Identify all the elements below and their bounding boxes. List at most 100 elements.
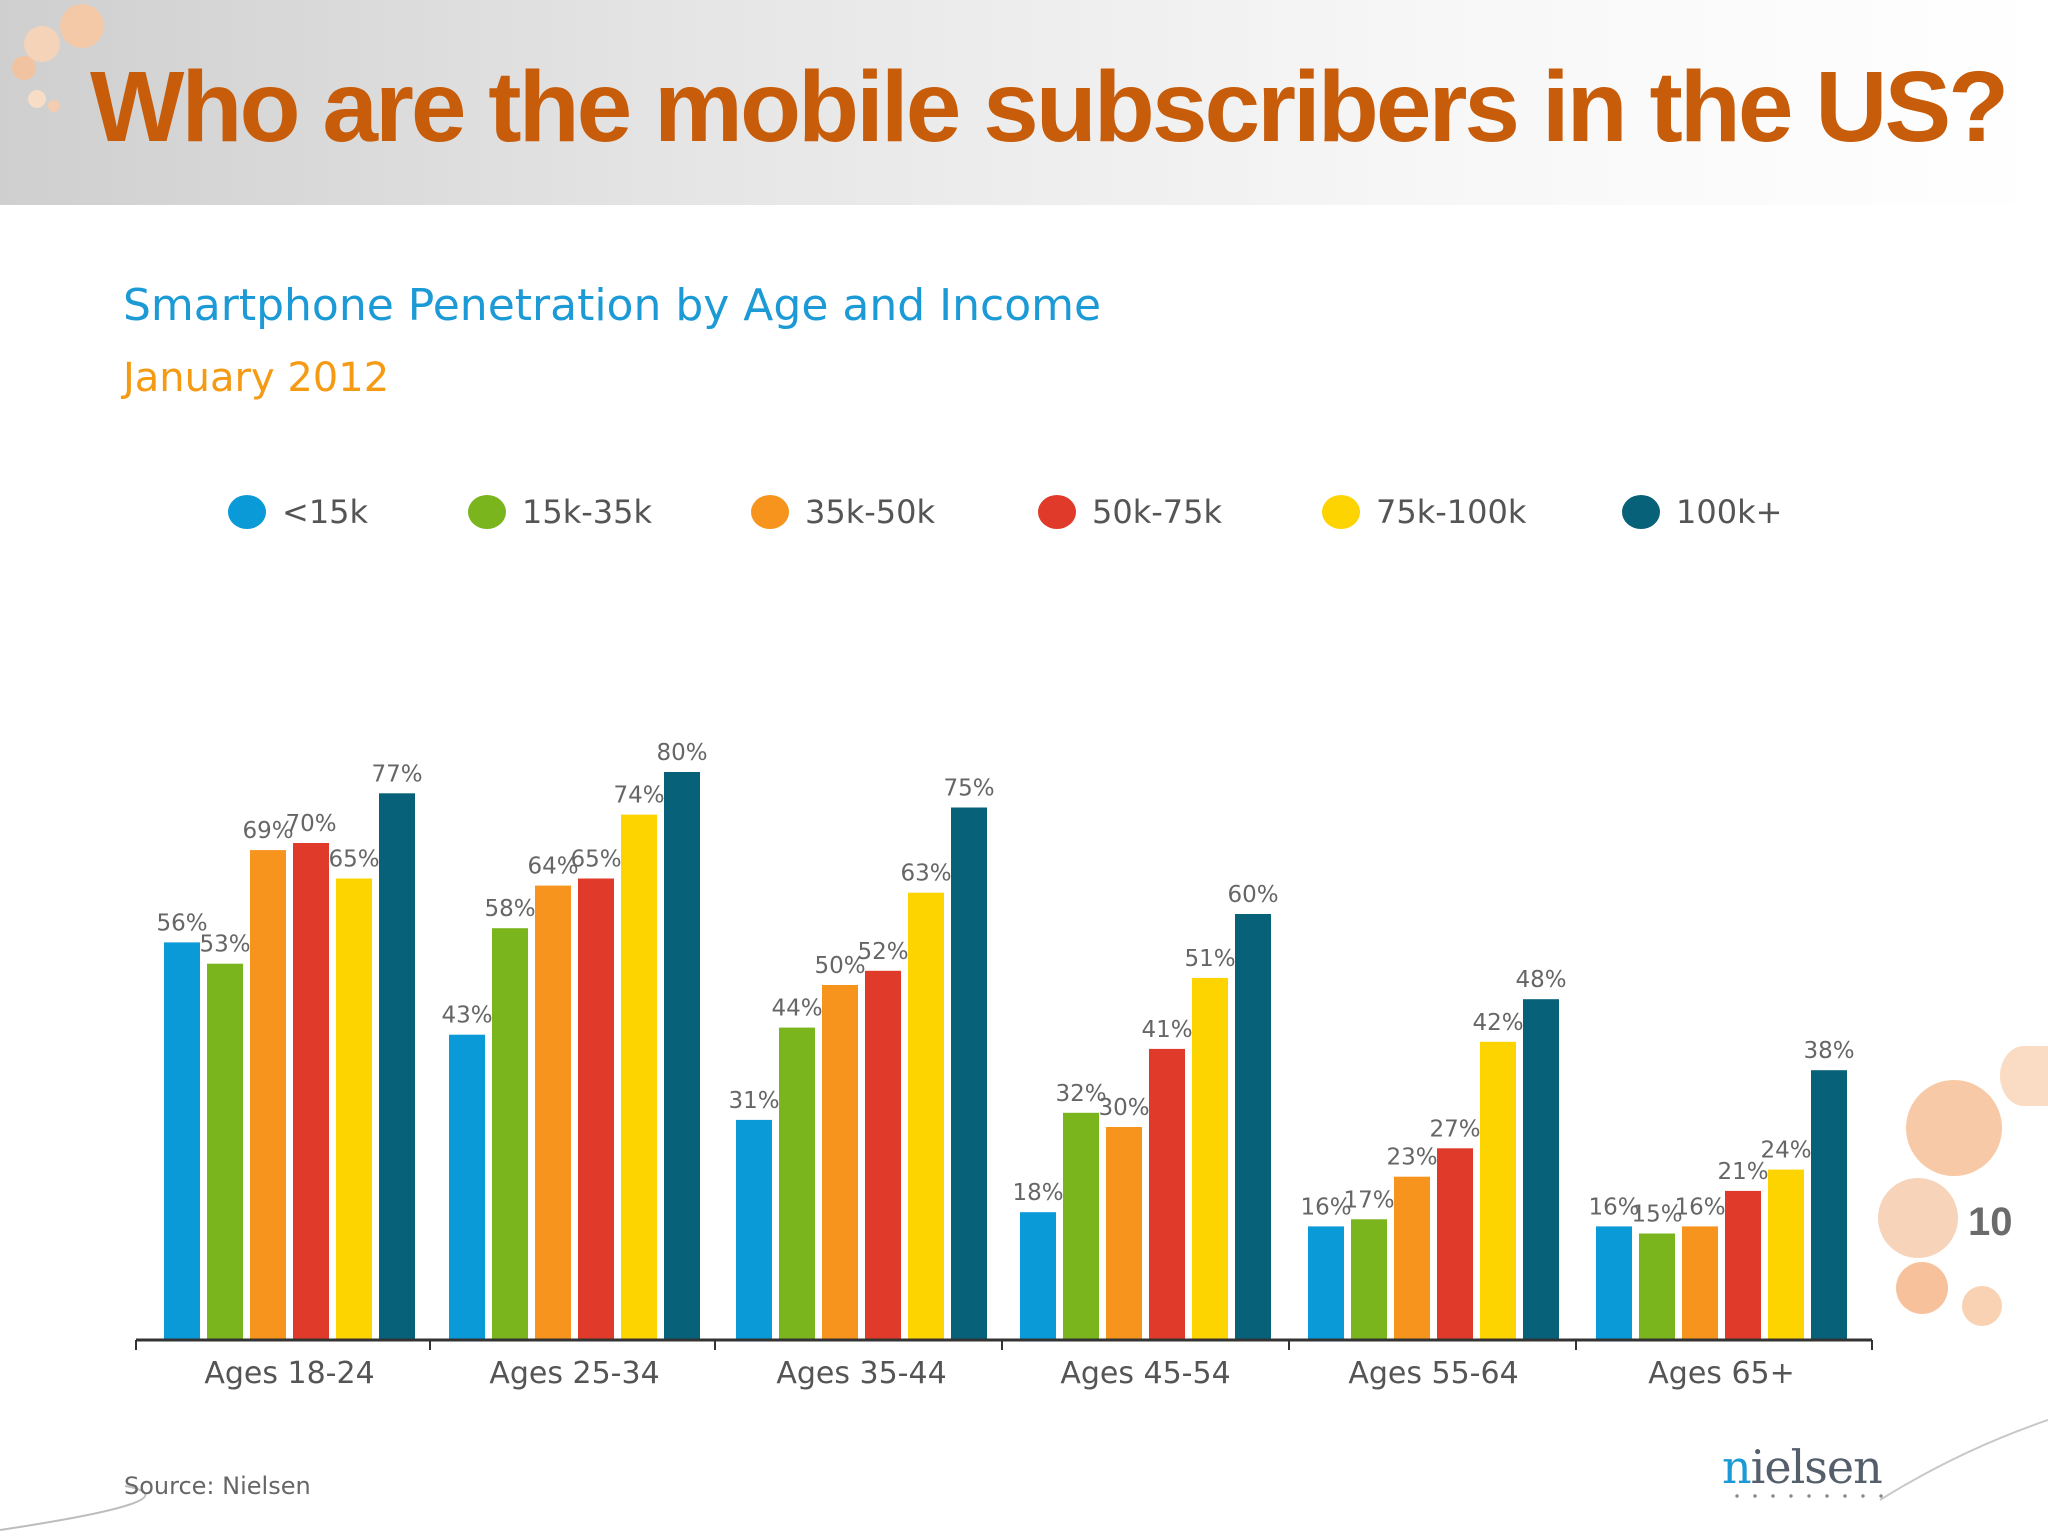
bar xyxy=(207,963,243,1340)
data-label: 18% xyxy=(1012,1180,1063,1206)
data-label: 16% xyxy=(1300,1194,1351,1220)
data-label: 60% xyxy=(1227,882,1278,908)
x-tick-label: Ages 18-24 xyxy=(204,1356,374,1391)
legend-item: 50k-75k xyxy=(1038,490,1222,534)
data-label: 80% xyxy=(656,740,707,766)
data-label: 58% xyxy=(484,896,535,922)
legend-label: 75k-100k xyxy=(1376,493,1527,531)
header-band xyxy=(0,0,2048,205)
data-label: 51% xyxy=(1184,946,1235,972)
bar xyxy=(1351,1219,1387,1340)
data-label: 77% xyxy=(371,761,422,787)
bar xyxy=(1192,977,1228,1340)
bar xyxy=(1768,1169,1804,1340)
bar xyxy=(736,1119,772,1340)
data-label: 17% xyxy=(1343,1187,1394,1213)
data-label: 24% xyxy=(1760,1138,1811,1164)
data-label: 32% xyxy=(1055,1081,1106,1107)
source-label: Source: Nielsen xyxy=(124,1472,311,1500)
data-label: 42% xyxy=(1472,1010,1523,1036)
bar xyxy=(250,850,286,1340)
bar xyxy=(664,772,700,1340)
data-label: 41% xyxy=(1141,1017,1192,1043)
data-label: 74% xyxy=(613,783,664,809)
bar xyxy=(492,928,528,1340)
decorative-circle xyxy=(1906,1080,2002,1176)
decorative-swoosh xyxy=(1879,1419,2048,1501)
data-label: 70% xyxy=(285,811,336,837)
chart-subtitle: January 2012 xyxy=(123,355,390,401)
x-tick-label: Ages 45-54 xyxy=(1060,1356,1230,1391)
chart-legend: <15k 15k-35k 35k-50k 50k-75k 75k-100k 10… xyxy=(0,490,2048,534)
decorative-circle xyxy=(2000,1046,2048,1106)
legend-label: <15k xyxy=(282,493,369,531)
legend-item: 75k-100k xyxy=(1322,490,1526,534)
bar xyxy=(1106,1127,1142,1340)
bar xyxy=(1149,1048,1185,1340)
bar xyxy=(578,878,614,1340)
bar xyxy=(1235,914,1271,1340)
legend-item: 100k+ xyxy=(1622,490,1782,534)
bar xyxy=(822,985,858,1340)
bar xyxy=(1523,999,1559,1340)
nielsen-logo: nielsen xyxy=(1722,1440,1883,1494)
data-label: 16% xyxy=(1674,1194,1725,1220)
data-label: 48% xyxy=(1515,967,1566,993)
bar xyxy=(293,843,329,1340)
x-tick-label: Ages 35-44 xyxy=(776,1356,946,1391)
data-label: 65% xyxy=(328,847,379,873)
bar xyxy=(1682,1226,1718,1340)
data-label: 52% xyxy=(857,939,908,965)
data-label: 44% xyxy=(771,996,822,1022)
bar xyxy=(1063,1112,1099,1340)
bar xyxy=(1725,1190,1761,1340)
data-label: 65% xyxy=(570,847,621,873)
bar xyxy=(908,892,944,1340)
slide-title: Who are the mobile subscribers in the US… xyxy=(90,51,2009,163)
bar xyxy=(449,1034,485,1340)
decorative-circle xyxy=(24,26,60,62)
data-label: 64% xyxy=(527,854,578,880)
x-tick-label: Ages 65+ xyxy=(1648,1356,1795,1391)
legend-label: 100k+ xyxy=(1676,493,1783,531)
legend-label: 35k-50k xyxy=(805,493,936,531)
legend-swatch-icon xyxy=(468,495,506,529)
legend-swatch-icon xyxy=(1322,495,1360,529)
bar xyxy=(1020,1212,1056,1340)
bar xyxy=(865,970,901,1340)
x-tick-label: Ages 55-64 xyxy=(1348,1356,1518,1391)
decorative-circle xyxy=(12,56,36,80)
bar xyxy=(1811,1070,1847,1340)
bar xyxy=(1596,1226,1632,1340)
bar xyxy=(1308,1226,1344,1340)
bar xyxy=(779,1027,815,1340)
bar xyxy=(1639,1233,1675,1340)
bar xyxy=(164,942,200,1340)
page-number: 10 xyxy=(1968,1200,2013,1244)
legend-swatch-icon xyxy=(751,495,789,529)
data-label: 31% xyxy=(728,1088,779,1114)
data-label: 15% xyxy=(1631,1202,1682,1228)
data-label: 38% xyxy=(1803,1038,1854,1064)
legend-item: 15k-35k xyxy=(468,490,652,534)
data-label: 75% xyxy=(943,776,994,802)
legend-label: 50k-75k xyxy=(1092,493,1223,531)
bar xyxy=(336,878,372,1340)
logo-rest: ielsen xyxy=(1750,1440,1883,1494)
data-label: 27% xyxy=(1429,1116,1480,1142)
legend-swatch-icon xyxy=(1622,495,1660,529)
bar xyxy=(535,885,571,1340)
data-label: 63% xyxy=(900,861,951,887)
bar xyxy=(621,814,657,1340)
decorative-circle xyxy=(60,4,104,48)
data-label: 53% xyxy=(199,932,250,958)
x-tick-label: Ages 25-34 xyxy=(489,1356,659,1391)
data-labels-layer: 56%53%69%70%65%77%43%58%64%65%74%80%31%4… xyxy=(156,740,1854,1228)
legend-item: 35k-50k xyxy=(751,490,935,534)
data-label: 43% xyxy=(441,1003,492,1029)
legend-swatch-icon xyxy=(228,495,266,529)
bar xyxy=(379,793,415,1340)
data-label: 56% xyxy=(156,910,207,936)
data-label: 16% xyxy=(1588,1194,1639,1220)
